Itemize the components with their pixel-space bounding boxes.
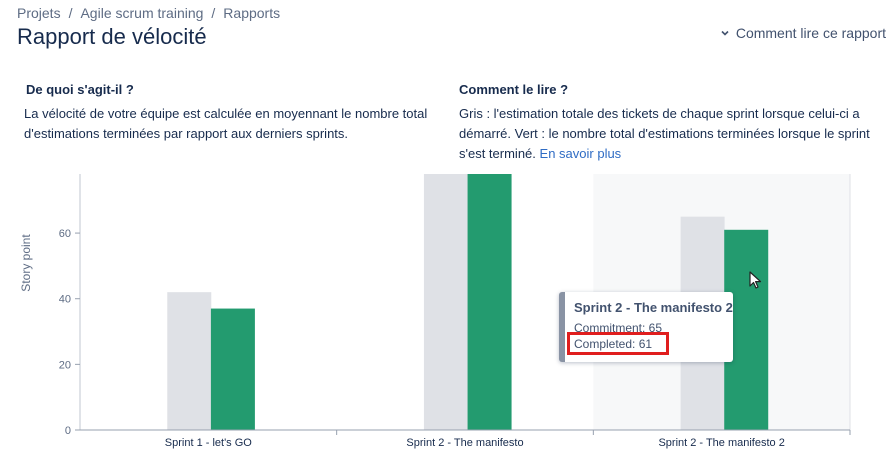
how-text-body: Gris : l'estimation totale des tickets d… — [459, 106, 870, 161]
bar-completed — [467, 174, 512, 430]
learn-more-link[interactable]: En savoir plus — [539, 146, 622, 161]
mouse-pointer-icon — [749, 271, 763, 296]
bar-commitment — [167, 292, 212, 430]
how-heading: Comment le lire ? — [459, 82, 569, 97]
what-heading: De quoi s'agit-il ? — [26, 82, 134, 97]
breadcrumb-project[interactable]: Agile scrum training — [80, 5, 204, 21]
y-tick-label: 60 — [59, 228, 71, 240]
tooltip-title: Sprint 2 - The manifesto 2 — [574, 300, 733, 315]
y-tick-label: 0 — [65, 425, 71, 437]
chevron-down-icon — [720, 28, 730, 38]
page-title: Rapport de vélocité — [17, 24, 207, 49]
breadcrumb: Projets / Agile scrum training / Rapports — [17, 5, 280, 21]
breadcrumb-separator: / — [68, 5, 73, 21]
x-tick-label: Sprint 2 - The manifesto — [406, 437, 523, 449]
breadcrumb-projects[interactable]: Projets — [17, 5, 61, 21]
tooltip-completed: Completed: 61 — [574, 337, 653, 351]
y-tick-label: 20 — [59, 359, 71, 371]
highlight-box — [567, 332, 669, 355]
how-text: Gris : l'estimation totale des tickets d… — [459, 104, 884, 164]
how-to-read-toggle[interactable]: Comment lire ce rapport — [720, 25, 886, 41]
how-to-read-label: Comment lire ce rapport — [735, 25, 886, 41]
breadcrumb-reports[interactable]: Rapports — [223, 5, 281, 21]
x-tick-label: Sprint 1 - let's GO — [165, 437, 253, 449]
breadcrumb-separator: / — [211, 5, 216, 21]
x-tick-label: Sprint 2 - The manifesto 2 — [658, 437, 784, 449]
what-text: La vélocité de votre équipe est calculée… — [24, 106, 428, 141]
bar-completed — [210, 308, 255, 430]
y-tick-label: 40 — [59, 294, 71, 306]
y-axis-label: Story point — [19, 234, 33, 292]
chart-tooltip: Sprint 2 - The manifesto 2 Commitment: 6… — [559, 292, 733, 362]
tooltip-commitment: Commitment: 65 — [574, 321, 663, 335]
bar-commitment — [423, 174, 468, 430]
